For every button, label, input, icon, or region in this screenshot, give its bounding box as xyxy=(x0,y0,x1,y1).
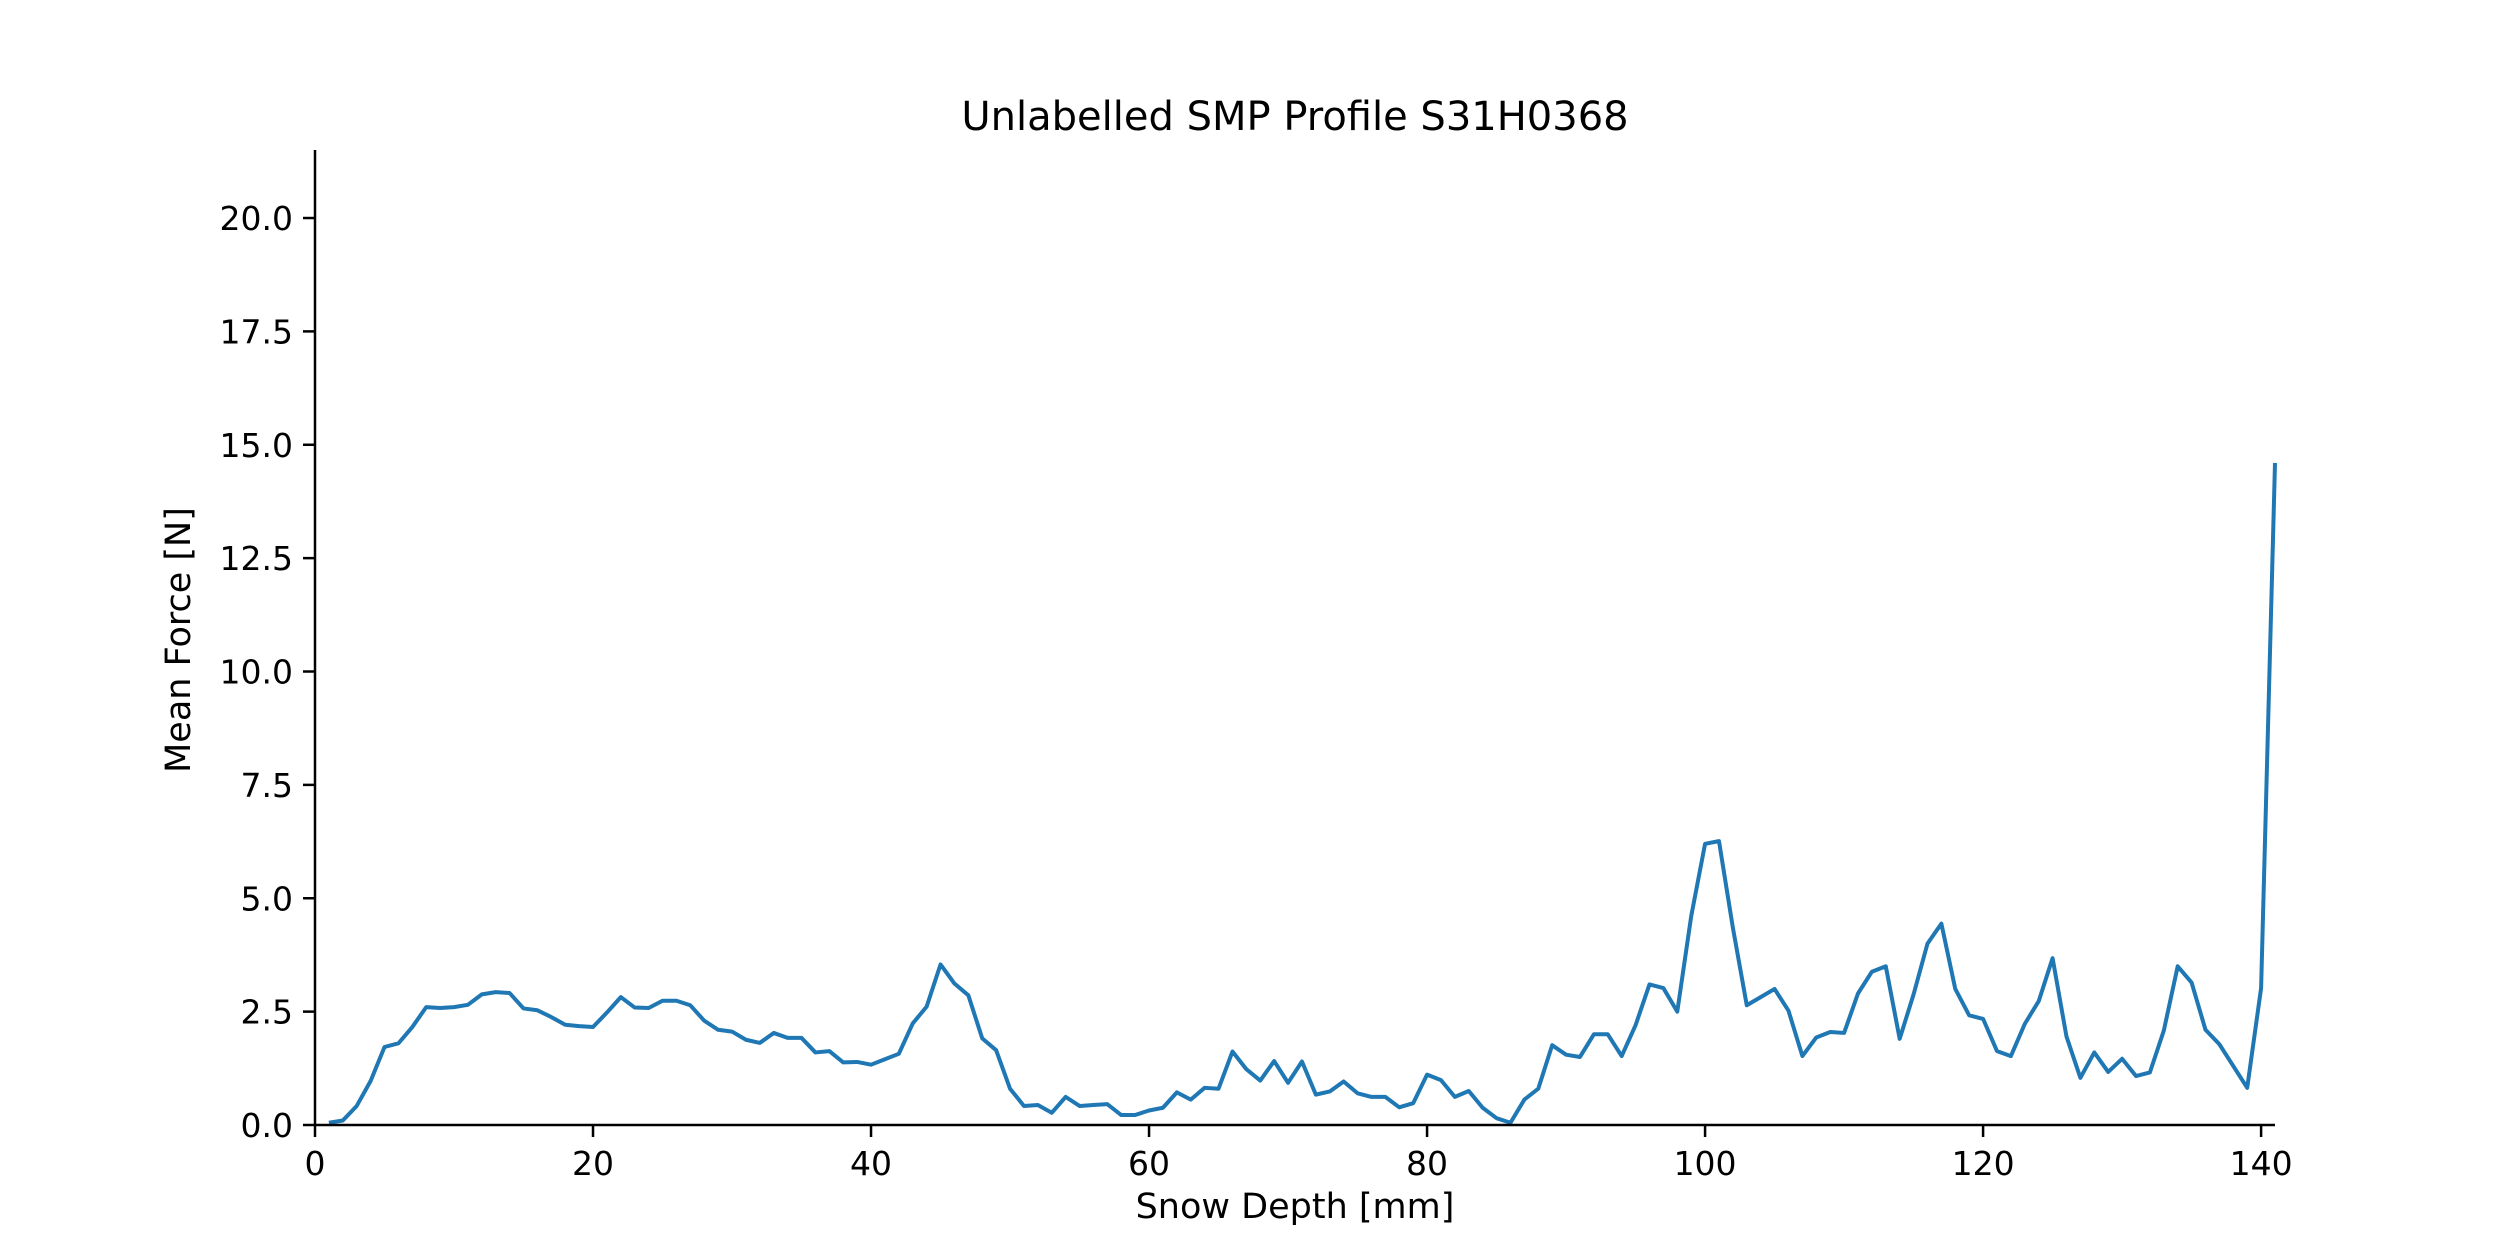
y-tick-label: 7.5 xyxy=(241,766,293,805)
y-tick-label: 10.0 xyxy=(220,653,293,692)
y-tick-label: 17.5 xyxy=(220,312,293,351)
y-tick-label: 2.5 xyxy=(241,993,293,1032)
x-tick-label: 0 xyxy=(305,1144,326,1183)
plot-area xyxy=(328,462,2277,1125)
series-line-0 xyxy=(328,462,2277,1125)
x-tick-label: 60 xyxy=(1128,1144,1170,1183)
x-axis: 0 20 40 60 80 100 120 140 xyxy=(305,1123,2293,1183)
y-axis-label: Mean Force [N] xyxy=(159,507,199,773)
y-axis: 0.0 2.5 5.0 7.5 10.0 12.5 15.0 17.5 20.0 xyxy=(220,150,317,1145)
y-tick-label: 0.0 xyxy=(241,1106,293,1145)
x-tick-label: 100 xyxy=(1674,1144,1737,1183)
x-tick-label: 120 xyxy=(1952,1144,2015,1183)
x-tick-label: 80 xyxy=(1406,1144,1448,1183)
y-tick-label: 5.0 xyxy=(241,879,293,918)
x-tick-label: 140 xyxy=(2230,1144,2293,1183)
y-tick-label: 15.0 xyxy=(220,426,293,465)
y-tick-label: 20.0 xyxy=(220,199,293,238)
x-tick-label: 20 xyxy=(572,1144,614,1183)
x-tick-label: 40 xyxy=(850,1144,892,1183)
chart-title: Unlabelled SMP Profile S31H0368 xyxy=(961,94,1628,140)
y-tick-label: 12.5 xyxy=(220,539,293,578)
x-axis-label: Snow Depth [mm] xyxy=(1136,1187,1455,1227)
